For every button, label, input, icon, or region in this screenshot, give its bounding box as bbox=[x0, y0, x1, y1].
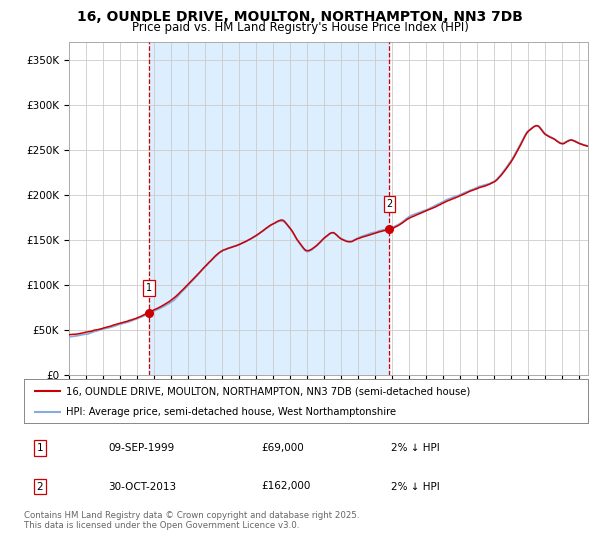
Text: 2% ↓ HPI: 2% ↓ HPI bbox=[391, 444, 439, 454]
Text: Contains HM Land Registry data © Crown copyright and database right 2025.
This d: Contains HM Land Registry data © Crown c… bbox=[24, 511, 359, 530]
Text: HPI: Average price, semi-detached house, West Northamptonshire: HPI: Average price, semi-detached house,… bbox=[66, 407, 397, 417]
Text: £162,000: £162,000 bbox=[261, 482, 310, 492]
Text: 2% ↓ HPI: 2% ↓ HPI bbox=[391, 482, 439, 492]
Text: 30-OCT-2013: 30-OCT-2013 bbox=[109, 482, 177, 492]
Text: 2: 2 bbox=[386, 199, 392, 209]
Text: 09-SEP-1999: 09-SEP-1999 bbox=[109, 444, 175, 454]
Text: 1: 1 bbox=[146, 283, 152, 293]
Text: £69,000: £69,000 bbox=[261, 444, 304, 454]
Text: 1: 1 bbox=[37, 444, 43, 454]
Text: 16, OUNDLE DRIVE, MOULTON, NORTHAMPTON, NN3 7DB (semi-detached house): 16, OUNDLE DRIVE, MOULTON, NORTHAMPTON, … bbox=[66, 386, 470, 396]
Text: 16, OUNDLE DRIVE, MOULTON, NORTHAMPTON, NN3 7DB: 16, OUNDLE DRIVE, MOULTON, NORTHAMPTON, … bbox=[77, 10, 523, 24]
Bar bbox=[149, 42, 389, 375]
Text: Price paid vs. HM Land Registry's House Price Index (HPI): Price paid vs. HM Land Registry's House … bbox=[131, 21, 469, 34]
Text: 2: 2 bbox=[37, 482, 43, 492]
